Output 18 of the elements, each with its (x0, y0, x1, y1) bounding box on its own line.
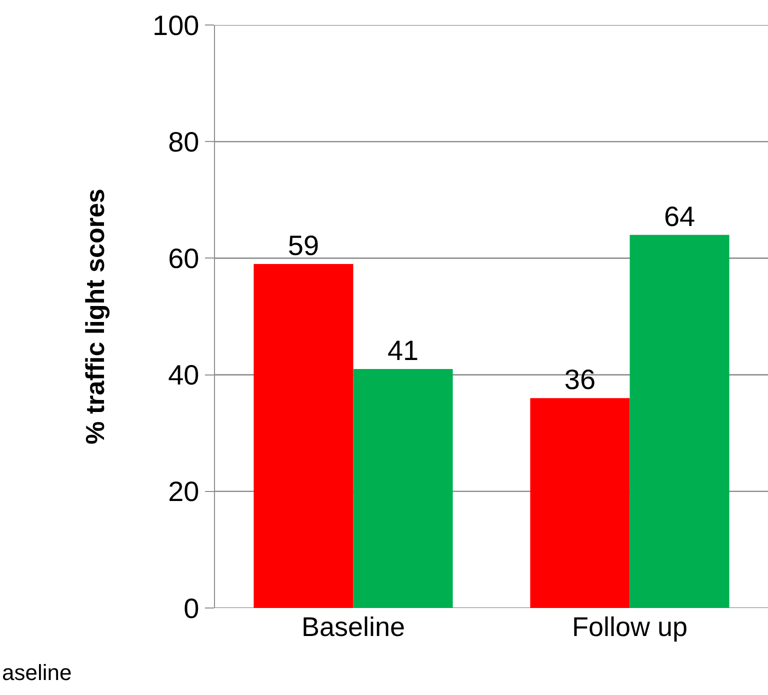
data-label: 64 (664, 200, 696, 232)
bar (353, 368, 453, 608)
bar (530, 398, 630, 608)
y-tick-label: 0 (184, 592, 200, 624)
y-tick-label: 100 (152, 10, 200, 41)
bar (630, 234, 730, 608)
y-tick-label: 60 (168, 243, 200, 274)
text: aseline (2, 660, 72, 685)
y-axis-title: % traffic light scores (80, 188, 110, 444)
x-tick-label: Follow up (572, 612, 688, 642)
x-tick-label: Baseline (301, 612, 406, 642)
data-label: 41 (387, 334, 419, 366)
y-tick-label: 80 (168, 126, 200, 158)
data-label: 59 (288, 230, 320, 262)
y-tick-label: 20 (168, 476, 200, 508)
bar (254, 264, 354, 608)
data-label: 36 (564, 364, 596, 396)
y-tick-label: 40 (168, 360, 200, 391)
